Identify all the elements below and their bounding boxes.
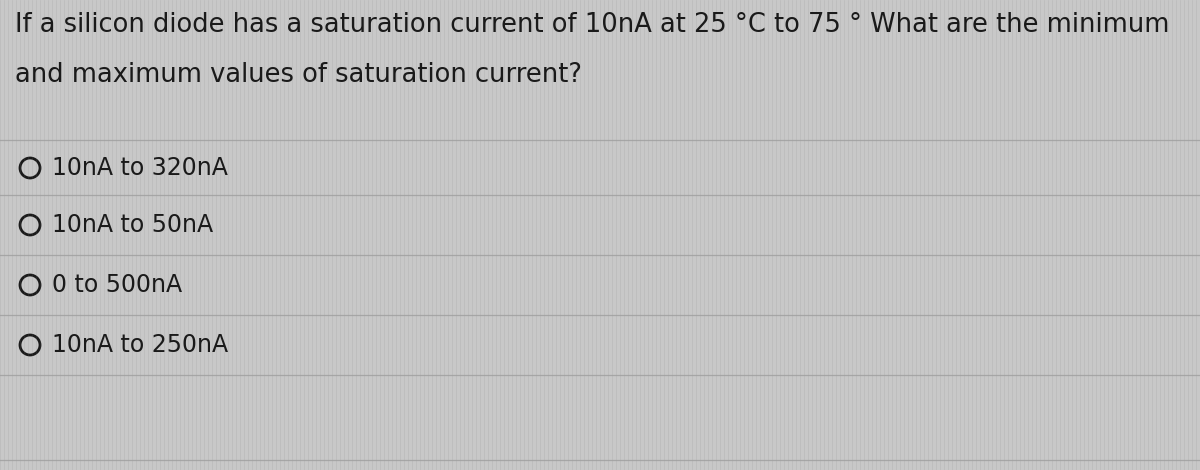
Text: 10nA to 50nA: 10nA to 50nA <box>52 213 214 237</box>
Text: If a silicon diode has a saturation current of 10nA at 25 °C to 75 ° What are th: If a silicon diode has a saturation curr… <box>14 12 1170 38</box>
Text: 10nA to 320nA: 10nA to 320nA <box>52 156 228 180</box>
Text: and maximum values of saturation current?: and maximum values of saturation current… <box>14 62 582 88</box>
Text: 10nA to 250nA: 10nA to 250nA <box>52 333 228 357</box>
Text: 0 to 500nA: 0 to 500nA <box>52 273 182 297</box>
